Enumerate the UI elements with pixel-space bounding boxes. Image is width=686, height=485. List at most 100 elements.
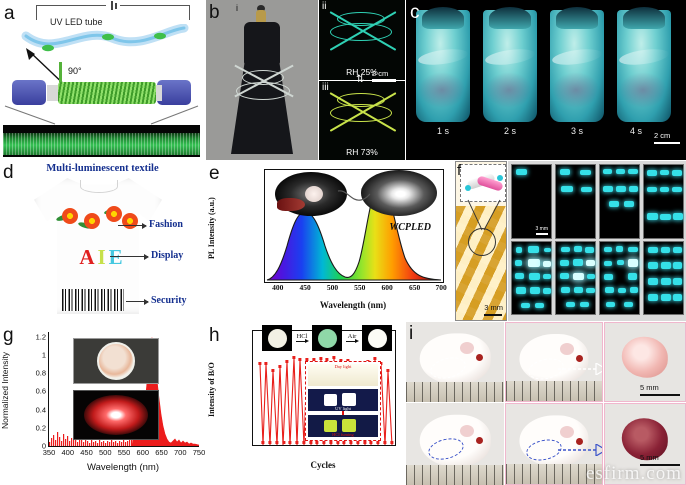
rh-high-label: RH 73%	[346, 147, 378, 157]
lum-blip	[516, 287, 526, 294]
lum-blip	[574, 246, 582, 252]
lum-blip	[580, 170, 591, 175]
lum-blip	[528, 259, 540, 267]
red-led-glow-photo	[73, 390, 159, 440]
glowing-bag	[550, 7, 604, 122]
scale-bar-panel-f: 3 mm	[484, 304, 503, 316]
panel-a-label: a	[4, 3, 15, 24]
bag-haze	[619, 72, 667, 108]
x-tick-550: 550	[354, 283, 366, 292]
panel-h: h Intensity of B/O 0 0.3 0.6 0.9 1.2 1.5…	[206, 322, 406, 485]
lum-blip	[647, 187, 657, 192]
lum-blip	[629, 186, 638, 192]
lum-tile-r0c1	[555, 164, 596, 239]
panel-h-label: h	[209, 325, 220, 346]
y-tick-0.8: 0.8	[35, 368, 46, 378]
lum-blip	[587, 274, 595, 279]
panel-e-x-ticks: 400 450 500 550 600 650 700	[264, 283, 447, 293]
cat-figure-white	[342, 393, 356, 406]
lum-blip	[616, 246, 623, 252]
lum-blip	[616, 169, 625, 174]
cat-figure-white	[324, 394, 337, 406]
lum-blip	[580, 302, 589, 307]
scale-bar-line-i-top	[640, 393, 680, 396]
annotation-security: Security	[151, 295, 187, 306]
mouse-photo-bottom-left	[406, 403, 504, 485]
lum-blip	[647, 170, 657, 176]
hcl-fuming-inset: Day light UV light HCl fuming	[305, 361, 381, 441]
bag-haze	[552, 72, 600, 108]
hcl-fuming-label: HCl fuming	[332, 432, 354, 437]
panel-d-title: Multi-luminescent textile	[46, 163, 159, 174]
sample-disc-restored	[367, 328, 387, 348]
lum-tile-r1c2	[599, 241, 640, 315]
transition-squiggle	[337, 190, 371, 201]
flower-icon	[122, 213, 138, 229]
daylight-label: Day light	[334, 364, 352, 369]
panel-e-x-axis-label: Wavelength (nm)	[319, 300, 387, 310]
hcl-label: HCl	[296, 333, 308, 340]
cat-figure-green	[342, 419, 356, 432]
lum-blip	[544, 248, 551, 252]
lum-blip	[604, 261, 612, 266]
mouse-eye	[576, 355, 583, 362]
panel-e-label: e	[209, 163, 220, 184]
fiber-loop-ii-2	[330, 23, 392, 41]
x-tick-650: 650	[155, 448, 168, 457]
panel-b-iii: iii RH 73%	[319, 81, 405, 160]
panel-f-label: f	[457, 162, 462, 179]
aie-letter-a: A	[79, 245, 98, 269]
panel-e-y-axis-label: PL Intensity (a.u.)	[207, 197, 216, 259]
flower-print	[55, 203, 142, 235]
fiber-schematic-inset	[460, 164, 506, 202]
uv-led-tube-label: UV LED tube	[50, 17, 103, 27]
hcl-fumed-photo: HCl fuming	[308, 415, 378, 437]
panel-e: e PL Intensity (a.u.)	[206, 161, 454, 321]
lum-blip	[618, 288, 626, 293]
scale-bar-label-i-bottom: 5 mm	[640, 453, 659, 463]
lum-blip	[624, 302, 633, 307]
lum-blip	[628, 273, 637, 280]
panel-a: a UV LED tube 90°	[0, 0, 205, 160]
state-box-air	[362, 325, 392, 351]
scale-bar-line-i-bottom	[640, 463, 680, 466]
scale-bar-label-f: 3 mm	[484, 303, 503, 313]
lum-blip	[604, 274, 613, 280]
lum-blip	[515, 260, 522, 266]
glow-bag-frame-1: 1 s	[412, 6, 474, 136]
y-tick-0.2: 0.2	[35, 423, 46, 433]
lum-blip	[661, 294, 671, 301]
lum-blip	[561, 287, 570, 293]
x-tick-350: 350	[42, 448, 56, 457]
lum-blip	[661, 278, 671, 285]
glowing-bag	[483, 7, 537, 122]
panel-b-sub-i-label: i	[236, 3, 238, 13]
electrode-right	[157, 80, 191, 105]
lum-blip	[648, 247, 658, 253]
green-luminescent-fiber	[3, 133, 200, 155]
fiber-end-dot	[465, 185, 471, 191]
x-tick-650: 650	[408, 283, 421, 292]
lum-blip	[603, 169, 612, 174]
lum-blip	[573, 273, 584, 280]
x-tick-700: 700	[173, 448, 187, 457]
x-tick-400: 400	[272, 283, 284, 292]
tumor-photo-top: 5 mm	[604, 322, 686, 402]
excision-arrow-white	[558, 363, 602, 375]
ruler-scale	[506, 381, 602, 401]
pl-spectrum-plot: on WCPLED	[264, 169, 444, 283]
frame-time-label-1: 1 s	[436, 126, 449, 136]
y-tick-1.0: 1	[41, 350, 46, 360]
mouse-photo-bottom-mid	[505, 403, 603, 485]
finger	[277, 198, 305, 211]
x-tick-600: 600	[136, 448, 150, 457]
lum-blip	[673, 294, 682, 301]
scale-bar-panel-c: 2 cm	[654, 132, 680, 144]
scale-bar-line-grid	[535, 233, 548, 235]
lum-blip	[628, 259, 638, 267]
lum-tile-r1c0	[511, 241, 552, 315]
panel-c: c 1 s 2 s 3 s 4 s 2 cm	[406, 0, 686, 160]
scale-bar-panel-i-bottom: 5 mm	[640, 454, 680, 466]
lum-blip	[660, 170, 669, 175]
panel-b-sub-iii-label: iii	[322, 82, 329, 93]
